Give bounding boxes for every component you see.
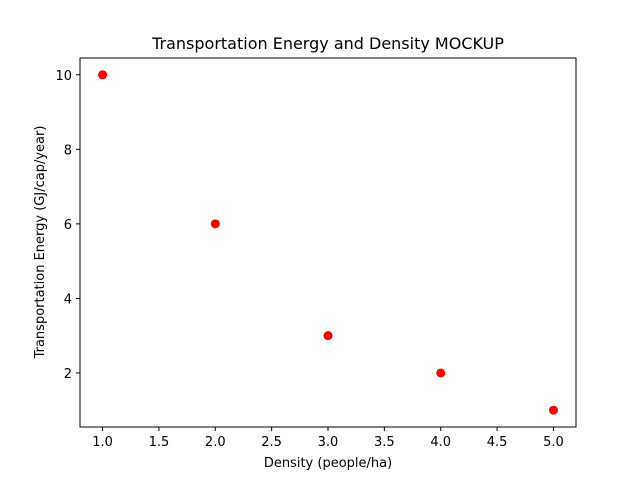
- data-point: [323, 331, 333, 341]
- y-axis-label: Transportation Energy (GJ/cap/year): [33, 126, 48, 360]
- x-tick-label: 4.5: [487, 435, 508, 450]
- x-tick-label: 1.5: [149, 435, 170, 450]
- y-tick-label: 8: [64, 143, 72, 158]
- plot-area: [98, 70, 558, 415]
- x-tick-label: 2.0: [205, 435, 226, 450]
- y-tick-label: 2: [64, 367, 72, 382]
- x-axis-label: Density (people/ha): [264, 456, 392, 471]
- data-point: [98, 70, 108, 80]
- y-axis: 2 4 6 8 10: [55, 69, 80, 382]
- data-point: [548, 405, 558, 415]
- data-point: [436, 368, 446, 378]
- y-tick-label: 4: [64, 292, 72, 307]
- y-tick-label: 10: [55, 69, 72, 84]
- x-tick-label: 3.5: [374, 435, 395, 450]
- x-tick-label: 3.0: [318, 435, 339, 450]
- x-axis: 1.0 1.5 2.0 2.5 3.0 3.5 4.0 4.5 5.0: [92, 427, 564, 450]
- y-tick-label: 6: [64, 218, 72, 233]
- plot-frame: [79, 57, 577, 428]
- x-tick-label: 5.0: [543, 435, 564, 450]
- x-tick-label: 4.0: [430, 435, 451, 450]
- chart-title: Transportation Energy and Density MOCKUP: [151, 34, 504, 53]
- data-point: [210, 219, 220, 229]
- x-tick-label: 1.0: [92, 435, 113, 450]
- x-tick-label: 2.5: [261, 435, 282, 450]
